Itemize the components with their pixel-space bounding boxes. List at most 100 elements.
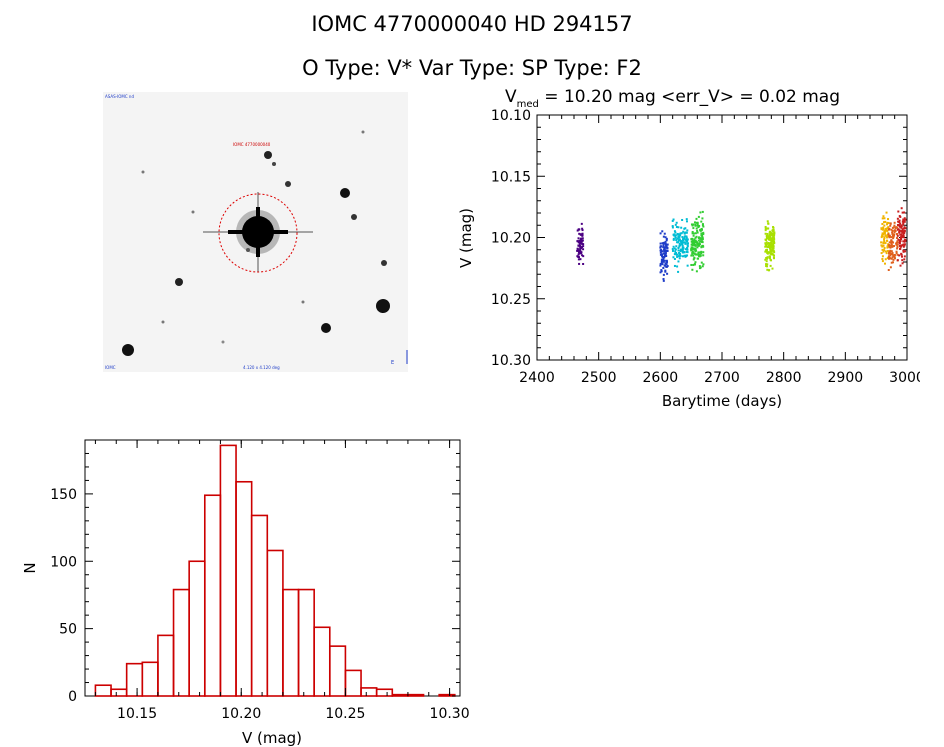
data-point xyxy=(666,246,669,249)
data-point xyxy=(577,249,580,252)
data-point xyxy=(693,242,696,245)
data-point xyxy=(896,243,899,246)
data-point xyxy=(699,229,702,232)
data-point xyxy=(880,244,883,247)
data-point xyxy=(580,247,583,250)
data-point xyxy=(677,236,680,239)
data-point xyxy=(897,220,900,223)
data-point xyxy=(898,219,901,222)
data-point xyxy=(898,242,901,245)
data-point xyxy=(889,244,892,247)
data-point xyxy=(577,251,580,254)
data-point xyxy=(893,234,896,237)
data-point xyxy=(581,227,584,230)
data-point xyxy=(664,254,667,257)
data-point xyxy=(580,237,583,240)
data-point xyxy=(690,249,693,252)
x-tick-label: 3000 xyxy=(889,370,920,386)
data-point xyxy=(768,243,771,246)
data-point xyxy=(672,256,675,259)
data-point xyxy=(664,243,667,246)
histogram-bar xyxy=(344,669,362,697)
data-point xyxy=(771,267,774,270)
data-point xyxy=(702,263,705,266)
data-point xyxy=(699,266,702,269)
data-point xyxy=(903,229,906,232)
data-point xyxy=(901,234,904,237)
data-point xyxy=(890,261,893,264)
data-point xyxy=(682,241,685,244)
data-point xyxy=(671,248,674,251)
data-point xyxy=(885,252,888,255)
data-point xyxy=(891,234,894,237)
data-point xyxy=(671,226,674,229)
data-point xyxy=(685,218,688,221)
data-point xyxy=(764,227,767,230)
data-point xyxy=(772,245,775,248)
data-point xyxy=(902,250,905,253)
data-point xyxy=(903,220,906,223)
data-point xyxy=(580,222,583,225)
histogram-bar xyxy=(125,662,144,697)
data-point xyxy=(696,229,699,232)
target-marker-circle xyxy=(218,193,298,273)
data-point xyxy=(577,253,580,256)
data-point xyxy=(676,237,679,240)
data-point xyxy=(903,239,906,242)
data-point xyxy=(681,255,684,258)
data-point xyxy=(686,229,689,232)
data-point xyxy=(901,231,904,234)
data-point xyxy=(772,256,775,259)
data-point xyxy=(678,242,681,245)
histogram-bar xyxy=(203,494,222,697)
x-tick-label: 2400 xyxy=(519,370,555,386)
data-point xyxy=(660,250,663,253)
y-tick-label: 10.25 xyxy=(491,292,531,308)
data-point xyxy=(691,251,694,254)
data-point xyxy=(894,227,897,230)
data-point xyxy=(692,252,695,255)
data-point xyxy=(692,234,695,237)
data-point xyxy=(893,254,896,257)
data-point xyxy=(767,269,770,272)
data-point xyxy=(699,211,702,214)
data-point xyxy=(884,242,887,245)
data-point xyxy=(700,228,703,231)
data-point xyxy=(764,242,767,245)
data-point xyxy=(677,260,680,263)
data-point xyxy=(766,220,769,223)
data-point xyxy=(771,229,774,232)
data-point xyxy=(690,248,693,251)
data-point xyxy=(679,232,682,235)
data-point xyxy=(899,264,902,267)
data-point xyxy=(685,240,688,243)
data-point xyxy=(695,253,698,256)
histogram-bar xyxy=(235,480,253,697)
data-point xyxy=(884,227,887,230)
data-point xyxy=(664,270,667,273)
data-point xyxy=(581,229,584,232)
data-point xyxy=(691,268,694,271)
data-point xyxy=(770,259,773,262)
data-point xyxy=(899,222,902,225)
chart-title-line2: O Type: V* Var Type: SP Type: F2 xyxy=(302,56,642,80)
data-point xyxy=(768,255,771,258)
data-point xyxy=(891,229,894,232)
data-point xyxy=(766,263,769,266)
histogram-ylabel: N xyxy=(21,562,39,573)
data-point xyxy=(582,245,585,248)
data-point xyxy=(677,246,680,249)
data-point xyxy=(663,247,666,250)
data-point xyxy=(765,263,768,266)
data-point xyxy=(884,258,887,261)
data-point xyxy=(886,245,889,248)
y-tick-label: 0 xyxy=(68,689,77,705)
x-tick-label: 10.25 xyxy=(325,706,365,722)
data-point xyxy=(684,235,687,238)
data-point xyxy=(701,223,704,226)
data-point xyxy=(882,250,885,253)
data-point xyxy=(896,240,899,243)
data-point xyxy=(685,236,688,239)
data-point xyxy=(576,229,579,232)
data-point xyxy=(766,256,769,259)
